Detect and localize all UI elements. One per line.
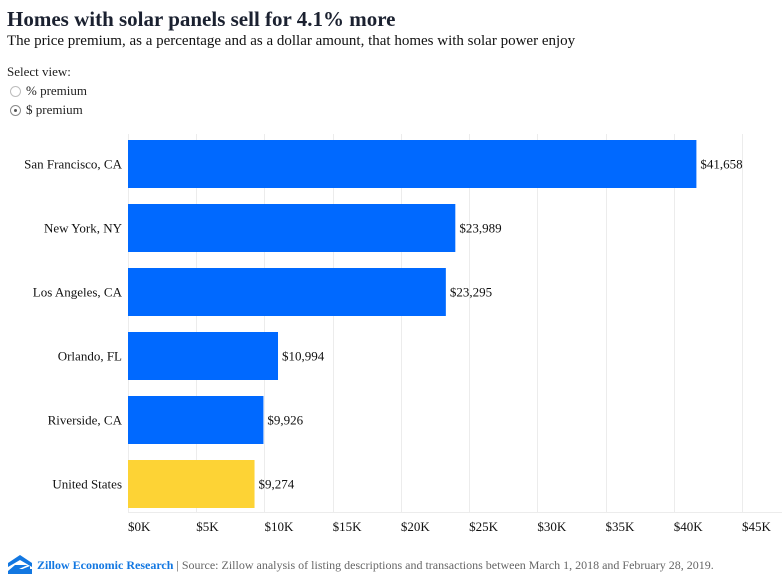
x-tick-label: $10K bbox=[264, 519, 294, 534]
category-label: New York, NY bbox=[44, 221, 123, 236]
value-label: $41,658 bbox=[700, 157, 742, 172]
radio-button-unchecked[interactable] bbox=[10, 85, 21, 97]
gridlines bbox=[128, 134, 782, 513]
radio-percent-premium[interactable]: % premium bbox=[10, 83, 87, 99]
bars bbox=[128, 140, 697, 508]
category-label: San Francisco, CA bbox=[24, 157, 122, 172]
bar bbox=[128, 140, 697, 188]
x-tick-label: $5K bbox=[196, 519, 219, 534]
footer: Zillow Economic Research | Source: Zillo… bbox=[7, 554, 714, 576]
category-label: Orlando, FL bbox=[58, 349, 122, 364]
radio-label-percent: % premium bbox=[26, 83, 88, 98]
category-label: Los Angeles, CA bbox=[33, 285, 123, 300]
x-tick-label: $40K bbox=[674, 519, 704, 534]
value-label: $9,926 bbox=[267, 413, 303, 428]
x-axis-ticks: $0K $5K $10K $15K $20K $25K $30K $35K $40K $45K bbox=[128, 519, 772, 534]
x-tick-label: $45K bbox=[742, 519, 772, 534]
view-selector-label: Select view: bbox=[7, 64, 71, 79]
x-tick-label: $25K bbox=[469, 519, 499, 534]
bar bbox=[128, 396, 264, 444]
value-label: $23,989 bbox=[459, 221, 501, 236]
x-tick-label: $0K bbox=[128, 519, 151, 534]
chart-title: Homes with solar panels sell for 4.1% mo… bbox=[7, 7, 396, 31]
x-tick-label: $35K bbox=[606, 519, 636, 534]
x-tick-label: $20K bbox=[401, 519, 431, 534]
radio-button-checked[interactable] bbox=[10, 104, 21, 116]
radio-label-dollar: $ premium bbox=[26, 102, 83, 117]
footer-separator: | bbox=[176, 557, 179, 572]
source-note: Source: Zillow analysis of listing descr… bbox=[181, 557, 714, 572]
category-label: United States bbox=[52, 477, 122, 492]
zillow-logo-icon bbox=[8, 555, 32, 574]
bar bbox=[128, 204, 456, 252]
category-labels: San Francisco, CA New York, NY Los Angeles… bbox=[24, 157, 122, 492]
x-tick-label: $15K bbox=[333, 519, 363, 534]
brand-link[interactable]: Zillow Economic Research bbox=[37, 557, 174, 572]
chart-subtitle: The price premium, as a percentage and a… bbox=[7, 33, 576, 49]
value-label: $23,295 bbox=[450, 285, 492, 300]
bar bbox=[128, 268, 446, 316]
bar-chart: San Francisco, CA New York, NY Los Angeles… bbox=[24, 134, 782, 534]
value-label: $9,274 bbox=[259, 477, 295, 492]
category-label: Riverside, CA bbox=[48, 413, 123, 428]
value-labels: $41,658 $23,989 $23,295 $10,994 $9,926 $9,274 bbox=[259, 157, 743, 492]
x-tick-label: $30K bbox=[537, 519, 567, 534]
bar bbox=[128, 460, 255, 508]
radio-dollar-premium[interactable]: $ premium bbox=[10, 102, 83, 118]
bar bbox=[128, 332, 279, 380]
value-label: $10,994 bbox=[282, 349, 325, 364]
